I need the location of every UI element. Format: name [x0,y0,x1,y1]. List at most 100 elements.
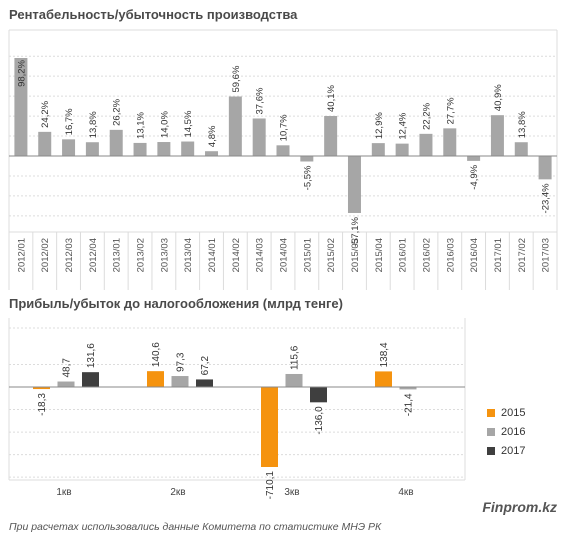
legend-label-2015: 2015 [501,406,526,419]
chart2-data-label: -136,0 [314,406,325,435]
chart1-data-label: 24,2% [40,100,51,127]
chart2-bar-2015-1кв [33,387,50,390]
legend-swatch-2017 [487,446,495,455]
chart2-title: Прибыль/убыток до налогообложения (млрд … [9,296,343,311]
chart2-data-label: 138,4 [379,342,390,367]
chart1-tick-label: 2013/01 [112,238,123,272]
chart1-bar-2015/02 [324,115,338,156]
brand-logo-text: Finprom.kz [482,499,557,515]
chart2-bar-2016-4кв [399,387,417,390]
chart1-bar-2013/01 [109,129,123,156]
chart1-tick-label: 2015/02 [326,238,337,272]
chart1-tick-label: 2016/02 [421,238,432,272]
chart1-tick-label: 2015/01 [302,238,313,272]
chart2-data-label: 140,6 [151,342,162,367]
chart1-data-label: -57,1% [350,216,361,247]
chart2-data-label: -21,4 [404,393,415,416]
legend-label-2017: 2017 [501,444,526,457]
chart2-data-label: -710,1 [265,471,276,500]
chart2-bar-2017-1кв [82,372,99,387]
chart1-tick-label: 2016/01 [398,238,409,272]
chart2-bar-2015-3кв [261,387,278,467]
chart1-tick-label: 2013/04 [183,238,194,272]
chart1-tick-label: 2017/01 [493,238,504,272]
chart1-bar-2012/02 [38,131,52,156]
chart2-tick-label: 1кв [56,487,71,498]
chart1-bar-2015/01 [300,156,314,162]
chart1-bar-2014/02 [228,96,242,156]
chart1-data-label: 13,1% [136,111,147,138]
chart1-bar-2013/03 [157,142,171,156]
chart1-tick-label: 2015/04 [374,238,385,272]
chart2-data-label: 48,7 [62,358,73,378]
chart1-bar-2014/04 [276,145,290,156]
footer-note: При расчетах использовались данные Комит… [9,521,382,533]
chart1-bar-2017/01 [490,115,504,156]
chart2-legend: 2015 2016 2017 [487,403,525,460]
chart1-data-label: -5,5% [302,165,313,190]
chart1-tick-label: 2012/03 [64,238,75,272]
chart1-data-label: 13,8% [88,111,99,138]
chart1-bar-2017/02 [514,142,528,156]
legend-item-2015: 2015 [487,403,525,422]
chart2-tick-label: 3кв [284,487,299,498]
chart1-data-label: 13,8% [517,111,528,138]
chart1-bar-2016/04 [467,156,481,161]
chart1-profitability: 98,2% 2012/01 24,2% 2012/02 16,7% 2012/03 13,8… [8,29,558,290]
chart1-data-label: 37,6% [255,87,266,114]
chart2-profit-loss: -18,3 48,7 131,6 1кв 140,6 97,3 67,2 2кв -710,1 1… [8,318,466,500]
chart2-data-label: 131,6 [86,343,97,368]
chart1-data-label: 12,4% [398,112,409,139]
chart1-bar-2015/03 [347,156,361,213]
legend-swatch-2016 [487,427,495,436]
chart1-tick-label: 2012/04 [88,238,99,272]
chart1-data-label: 40,9% [493,84,504,111]
chart1-data-label: 26,2% [112,98,123,125]
chart1-data-label: -4,9% [469,164,480,189]
chart1-data-label: 12,9% [374,112,385,139]
chart1-data-label: 4,8% [207,125,218,147]
chart1-tick-label: 2016/03 [445,238,456,272]
chart2-data-label: 97,3 [176,352,187,372]
chart1-bar-2016/02 [419,133,433,156]
chart1-tick-label: 2014/04 [279,238,290,272]
chart2-bar-2015-2кв [147,371,164,387]
chart1-tick-label: 2014/02 [231,238,242,272]
chart1-tick-label: 2012/01 [16,238,27,272]
chart2-data-label: 115,6 [290,345,301,370]
chart1-bar-2013/02 [133,142,147,156]
chart1-bar-2014/03 [252,118,266,156]
chart1-tick-label: 2012/02 [40,238,51,272]
chart2-bar-2017-3кв [310,387,327,403]
chart1-bar-2016/01 [395,143,409,156]
chart1-tick-label: 2017/02 [517,238,528,272]
chart1-data-label: 10,7% [279,114,290,141]
chart2-tick-label: 4кв [398,487,413,498]
chart1-data-label: 14,0% [159,111,170,138]
chart2-tick-label: 2кв [170,487,185,498]
legend-item-2016: 2016 [487,422,525,441]
chart1-tick-label: 2014/03 [255,238,266,272]
chart2-bar-2017-2кв [196,379,213,387]
chart1-bar-2017/03 [538,156,552,180]
chart2-bar-2016-2кв [171,376,189,387]
chart2-data-label: -18,3 [37,393,48,416]
chart1-tick-label: 2014/01 [207,238,218,272]
chart2-data-label: 67,2 [200,356,211,376]
legend-label-2016: 2016 [501,425,526,438]
chart1-tick-label: 2016/04 [469,238,480,272]
chart2-bar-2016-3кв [285,373,303,387]
chart1-data-label: 27,7% [445,97,456,124]
chart2-bar-2015-4кв [375,371,392,387]
chart1-bar-2015/04 [371,143,385,156]
chart1-title: Рентабельность/убыточность производства [9,7,298,22]
chart1-bar-2012/01 [14,58,28,156]
legend-swatch-2015 [487,408,495,417]
chart1-bar-2016/03 [443,128,457,156]
legend-item-2017: 2017 [487,441,525,460]
chart1-bar-2013/04 [181,141,195,156]
chart2-bar-2016-1кв [57,381,75,387]
chart1-tick-label: 2015/03 [350,238,361,272]
chart1-data-label: -23,4% [541,183,552,214]
chart1-bar-2012/04 [85,142,99,156]
